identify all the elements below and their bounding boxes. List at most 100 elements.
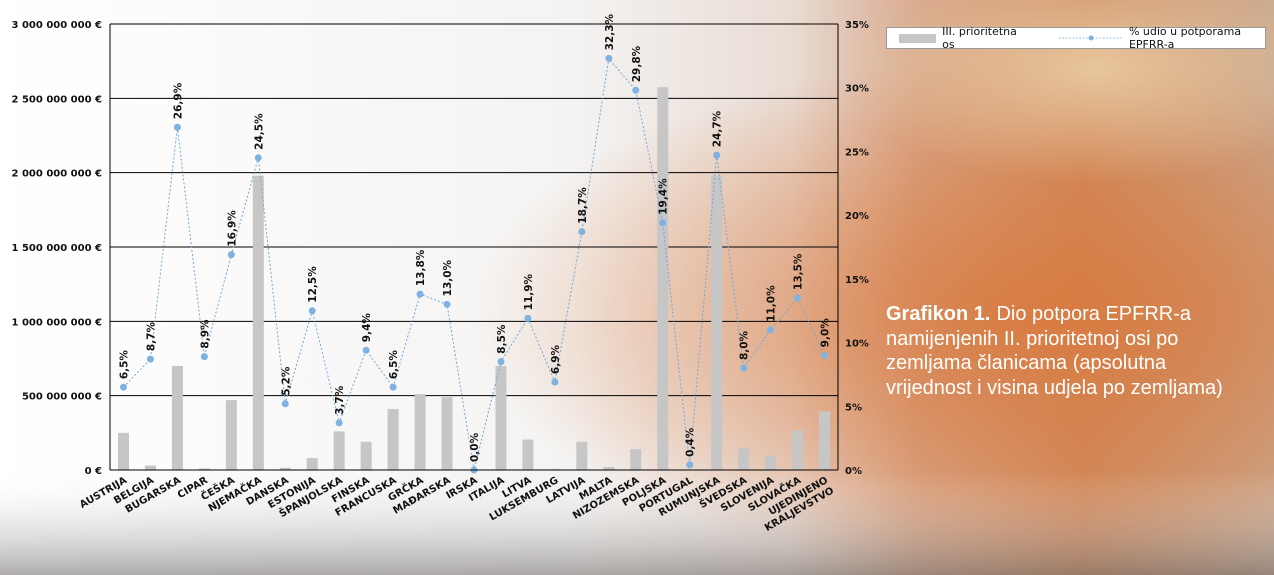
bar	[252, 175, 264, 470]
left-tick-label: 2 000 000 000 €	[12, 169, 103, 180]
data-point	[551, 378, 559, 386]
bar	[279, 467, 291, 470]
left-tick-label: 0 €	[85, 466, 102, 477]
bar	[576, 441, 588, 470]
percent-label: 18,7%	[577, 187, 589, 224]
percent-label: 13,8%	[415, 249, 427, 286]
percent-label: 6,5%	[118, 350, 130, 380]
bar-series	[117, 87, 831, 470]
data-point	[200, 353, 208, 361]
bar	[171, 365, 183, 470]
bar	[603, 467, 615, 470]
percent-label: 24,7%	[712, 110, 724, 147]
percent-label: 24,5%	[253, 113, 265, 150]
bar	[738, 448, 750, 470]
axes	[109, 24, 839, 471]
percent-label: 6,5%	[388, 350, 400, 380]
bar	[306, 458, 318, 470]
percent-label: 9,4%	[361, 313, 373, 343]
right-tick-label: 30%	[845, 84, 869, 95]
bar	[144, 465, 156, 470]
percent-label: 11,0%	[766, 285, 778, 322]
left-tick-label: 3 000 000 000 €	[12, 20, 103, 31]
gridlines	[110, 23, 838, 397]
line-points	[119, 54, 829, 474]
percent-label: 19,4%	[658, 178, 670, 215]
left-tick-label: 2 500 000 000 €	[12, 94, 103, 105]
data-point	[767, 326, 775, 334]
left-tick-label: 500 000 000 €	[22, 392, 102, 403]
right-axis-ticks: 0% 5% 10% 15% 20% 25% 30% 35%	[845, 20, 869, 477]
legend: III. prioritetna os % udio u potporama E…	[886, 25, 1266, 51]
data-point	[119, 383, 127, 391]
right-tick-label: 15%	[845, 275, 869, 286]
percent-label: 0,4%	[685, 427, 697, 457]
percent-label: 0,0%	[469, 432, 481, 462]
legend-bar-swatch	[899, 33, 937, 43]
data-point	[740, 364, 748, 372]
data-point	[605, 54, 613, 62]
category-labels: AUSTRIJABELGIJABUGARSKACIPARČEŠKANJEMAČK…	[78, 473, 836, 534]
data-point	[335, 419, 343, 427]
right-tick-label: 10%	[845, 339, 869, 350]
data-point	[497, 358, 505, 366]
data-point	[659, 219, 667, 227]
bar	[792, 430, 804, 470]
bar	[117, 432, 129, 470]
percent-label: 3,7%	[334, 385, 346, 415]
bar	[387, 409, 399, 470]
data-point	[524, 314, 532, 322]
caption-text: Dio potpora EPFRR-a namijenjenih II. pri…	[886, 303, 1223, 399]
data-point	[389, 383, 397, 391]
data-point	[632, 86, 640, 94]
legend-bar-label: III. prioritetna os	[942, 25, 1017, 51]
percent-label: 8,5%	[496, 324, 508, 354]
percent-label: 11,9%	[523, 273, 535, 310]
left-axis-ticks: 0 € 500 000 000 € 1 000 000 000 € 1 500 000…	[12, 20, 103, 477]
percent-label: 8,9%	[199, 319, 211, 349]
bar	[333, 431, 345, 470]
percent-label: 16,9%	[226, 210, 238, 247]
bar	[657, 87, 669, 470]
data-point	[443, 300, 451, 308]
bar	[522, 439, 534, 470]
bar	[225, 400, 237, 470]
bar	[495, 365, 507, 470]
percent-label: 6,9%	[550, 344, 562, 374]
percent-labels: 6,5% 8,7% 26,9% 8,9% 16,9% 24,5% 5,2% 12,5% 3,7%…	[118, 13, 831, 462]
data-point	[308, 307, 316, 315]
data-point	[713, 151, 721, 159]
caption-title: Grafikon 1.	[886, 303, 991, 325]
percent-label: 26,9%	[172, 82, 184, 119]
bar	[711, 175, 723, 470]
data-point	[794, 294, 802, 302]
right-tick-label: 5%	[845, 402, 862, 413]
percent-label: 9,0%	[820, 318, 832, 348]
bar	[198, 468, 210, 470]
percent-label: 13,0%	[442, 259, 454, 296]
legend-line-label: % udio u potporama EPFRR-a	[1128, 25, 1242, 51]
data-point	[578, 228, 586, 236]
bar	[819, 411, 831, 470]
data-point	[146, 355, 154, 363]
bar	[765, 455, 777, 470]
bar	[630, 449, 642, 470]
data-point	[686, 461, 694, 469]
data-point	[416, 290, 424, 298]
percent-label: 12,5%	[307, 266, 319, 303]
right-tick-label: 25%	[845, 147, 869, 158]
percent-label: 5,2%	[280, 366, 292, 396]
percent-label: 32,3%	[604, 13, 616, 50]
right-tick-label: 35%	[845, 20, 869, 31]
percent-label: 8,7%	[145, 322, 157, 352]
right-tick-label: 20%	[845, 211, 869, 222]
percent-label: 8,0%	[739, 330, 751, 360]
data-point	[281, 400, 289, 408]
data-point	[821, 351, 829, 359]
left-tick-label: 1 000 000 000 €	[12, 317, 103, 328]
left-tick-label: 1 500 000 000 €	[12, 243, 103, 254]
data-point	[227, 251, 235, 259]
data-point	[254, 154, 262, 162]
data-point	[362, 346, 370, 354]
percent-label: 29,8%	[631, 45, 643, 82]
